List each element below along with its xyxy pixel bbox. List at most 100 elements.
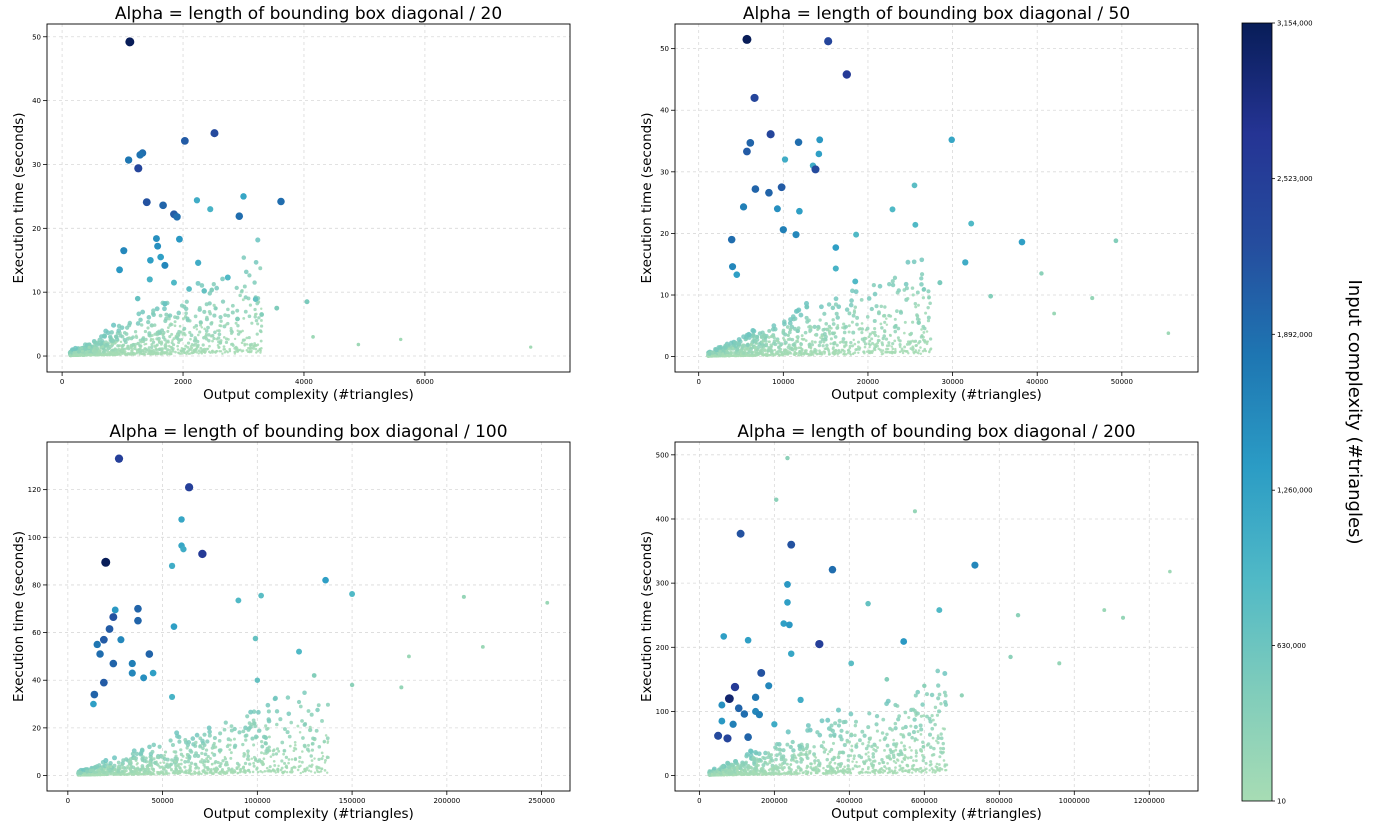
data-point-background <box>901 351 905 355</box>
data-point-background <box>725 350 729 354</box>
x-tick-label: 1000000 <box>1059 797 1090 805</box>
data-point-background <box>924 767 928 771</box>
data-point-background <box>198 320 203 325</box>
data-point-background <box>267 745 271 749</box>
data-point-background <box>289 720 294 725</box>
data-point-background <box>919 276 924 281</box>
y-tick-label: 0 <box>665 353 669 361</box>
data-point <box>159 201 167 210</box>
data-point-background <box>202 309 207 314</box>
data-point-background <box>313 771 317 774</box>
data-point-background <box>107 346 111 351</box>
data-point-background <box>202 350 206 354</box>
data-point-background <box>298 730 302 734</box>
data-point-background <box>884 350 887 354</box>
data-point-background <box>247 273 252 278</box>
data-point-background <box>165 353 169 356</box>
data-point-background <box>804 315 809 320</box>
point-cloud <box>707 455 1172 777</box>
data-point-background <box>805 723 811 728</box>
data-point-background <box>265 748 270 753</box>
data-point <box>916 320 921 325</box>
data-point-background <box>881 352 885 355</box>
data-point-background <box>783 772 787 776</box>
data-point-background <box>236 350 239 354</box>
data-point-background <box>242 752 246 756</box>
data-point-background <box>242 754 246 758</box>
data-point-background <box>931 768 935 772</box>
data-point-background <box>228 743 232 747</box>
data-point-background <box>169 352 173 356</box>
data-point <box>912 221 919 228</box>
data-point-background <box>885 732 889 737</box>
data-point-background <box>865 350 869 353</box>
data-point-background <box>188 768 192 772</box>
data-point-background <box>836 326 840 330</box>
data-point-background <box>262 757 266 761</box>
data-point-background <box>209 334 213 338</box>
data-point-background <box>236 329 239 332</box>
data-point-background <box>235 761 240 766</box>
data-point-background <box>769 756 773 760</box>
data-point-background <box>943 702 949 707</box>
data-point-background <box>867 765 870 769</box>
data-point-background <box>223 755 227 759</box>
data-point-background <box>189 749 194 754</box>
data-point-background <box>323 761 327 764</box>
data-point-background <box>171 349 175 353</box>
data-point-background <box>193 314 198 319</box>
data-point-background <box>118 333 123 338</box>
data-point-background <box>202 732 207 737</box>
data-point-background <box>938 755 942 759</box>
data-point-background <box>212 313 217 318</box>
data-point-background <box>215 768 219 772</box>
data-point-background <box>221 770 225 773</box>
data-point-background <box>930 753 934 757</box>
subplot-2: 0 10000 20000 30000 40000 5000001020304050Alp… <box>639 4 1199 403</box>
data-point-background <box>853 764 857 768</box>
data-point-background <box>122 343 126 347</box>
data-point-background <box>784 758 788 762</box>
x-tick-label: 100000 <box>244 797 271 805</box>
y-tick-label: 50 <box>32 33 41 41</box>
data-point-background <box>82 342 88 347</box>
data-point <box>751 185 760 193</box>
data-point-background <box>707 773 711 777</box>
data-point-background <box>919 748 922 751</box>
data-point-background <box>158 771 161 774</box>
data-point-background <box>710 351 715 355</box>
data-point-background <box>792 326 797 331</box>
data-point-background <box>243 309 248 314</box>
data-point-background <box>206 772 209 775</box>
data-point-background <box>230 342 234 346</box>
data-point-background <box>861 742 865 746</box>
data-point-background <box>243 295 248 300</box>
y-tick-label: 20 <box>660 230 669 238</box>
data-point-background <box>132 756 136 761</box>
data-point-background <box>267 770 271 773</box>
data-point-background <box>911 764 915 768</box>
data-point-background <box>793 308 799 314</box>
data-point-background <box>843 352 846 355</box>
data-point-background <box>105 772 109 776</box>
data-point-background <box>258 348 262 352</box>
data-point-background <box>753 772 757 776</box>
data-point-background <box>826 769 830 773</box>
data-point-background <box>871 341 875 345</box>
data-point-background <box>803 349 807 352</box>
data-point-background <box>241 255 247 260</box>
data-point-background <box>940 751 944 755</box>
data-point-background <box>848 346 852 350</box>
data-point-background <box>798 772 801 775</box>
data-point-background <box>771 766 774 770</box>
x-tick-label: 400000 <box>836 797 863 805</box>
data-point-background <box>902 744 906 748</box>
data-point-background <box>92 346 97 350</box>
data-point-background <box>816 328 820 332</box>
data-point <box>117 636 125 644</box>
data-point-background <box>151 353 154 356</box>
data-point-background <box>101 345 105 349</box>
data-point-background <box>813 759 817 763</box>
data-point <box>730 682 740 692</box>
data-point-background <box>168 738 173 743</box>
